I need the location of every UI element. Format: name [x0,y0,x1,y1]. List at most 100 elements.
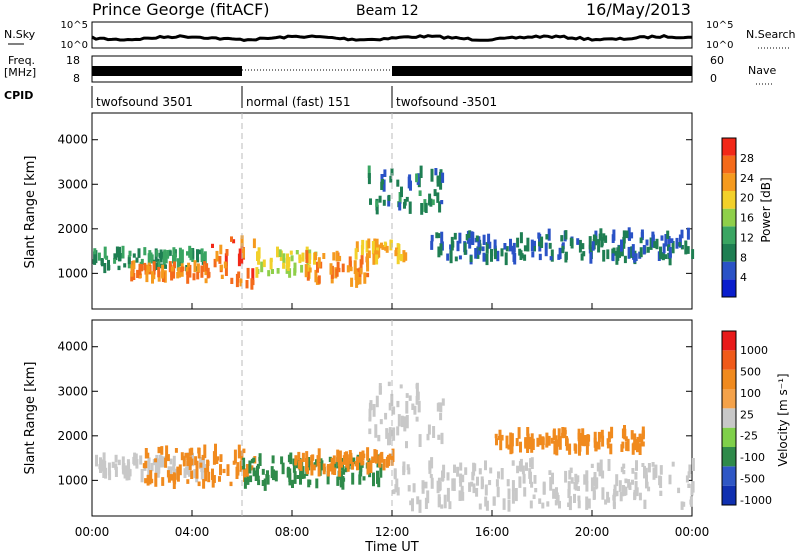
data-cell [432,426,436,438]
data-cell [552,488,556,499]
data-cell [359,267,363,275]
data-cell [600,237,604,246]
data-cell [383,169,387,177]
data-cell [430,240,434,250]
power-colorbar-tick: 16 [740,212,754,225]
data-cell [496,486,500,498]
data-cell [599,459,603,474]
data-cell [301,252,305,262]
colorbar-swatch [722,226,736,244]
data-cell [560,235,564,242]
data-cell [252,238,256,249]
data-cell [621,491,625,497]
data-cell [651,234,655,247]
freq-right-tick-bottom: 0 [710,72,717,85]
data-cell [496,250,500,262]
freq-block-2 [392,66,692,76]
y-tick-label: 2000 [57,222,88,236]
data-cell [436,175,440,187]
x-tick-label: 04:00 [175,525,210,539]
y-tick-label: 3000 [57,177,88,191]
data-cell [350,277,354,287]
data-cell [367,238,371,249]
data-cell [565,436,568,447]
data-cell [564,230,568,240]
data-cell [667,236,671,248]
freq-block-1 [92,66,242,76]
data-cell [612,493,616,507]
data-cell [219,454,223,462]
data-cell [557,428,561,441]
velocity-panel: 1000 2000 3000 4000 1000 500 100 25 -25 -100 -500 -… [57,319,772,517]
data-cell [398,202,402,211]
data-cell [585,480,589,492]
data-cell [163,270,167,283]
data-cell [251,268,255,282]
data-cell [204,278,208,284]
data-cell [488,241,492,249]
data-cell [549,256,553,261]
data-cell [301,452,305,462]
data-cell [547,435,551,446]
data-cell [641,441,645,447]
data-cell [597,441,601,450]
data-cell [495,438,498,446]
data-cell [612,229,616,241]
data-cell [132,260,136,270]
data-cell [184,452,188,458]
colorbar-swatch [722,369,736,389]
data-cell [360,245,364,255]
data-cell [633,489,637,500]
data-cell [485,253,489,266]
data-cell [446,253,450,261]
data-cell [333,462,337,471]
data-cell [493,248,497,260]
data-cell [202,458,206,469]
data-cell [182,456,186,467]
data-cell [546,501,550,507]
data-cell [412,483,416,493]
x-tick-label: 12:00 [375,525,410,539]
data-cell [684,240,688,255]
data-cell [418,499,422,513]
data-cell [405,415,409,429]
data-cell [590,463,594,468]
data-cell [276,268,280,274]
data-cell [332,455,336,464]
data-cell [126,459,130,471]
data-cell [505,435,509,449]
data-cell [523,487,527,497]
data-cell [117,265,121,271]
data-cell [533,245,536,252]
data-cell [148,478,152,483]
data-cell [397,253,401,260]
cpid-row: twofsound 3501 normal (fast) 151 twofsound… [91,86,497,109]
data-cell [552,428,556,440]
data-cell [201,253,205,261]
data-cell [638,492,642,501]
data-cell [510,433,514,447]
data-cell [291,479,294,488]
data-cell [574,444,578,454]
data-cell [464,467,468,475]
data-cell [100,258,104,267]
data-cell [680,501,684,510]
colorbar-swatch [722,279,736,297]
data-cell [341,263,345,273]
data-cell [633,439,637,451]
data-cell [568,443,572,455]
data-cell [355,241,359,252]
data-cell [453,464,456,473]
data-cell [671,461,675,467]
data-cell [152,261,156,275]
data-cell [150,462,154,472]
data-cell [338,450,342,464]
data-cell [633,257,637,263]
data-cell [391,448,395,462]
velocity-colorbar-tick: -25 [740,430,758,443]
data-cell [507,488,511,500]
data-cell [161,264,165,279]
data-cell [355,271,359,285]
data-cell [482,234,486,245]
